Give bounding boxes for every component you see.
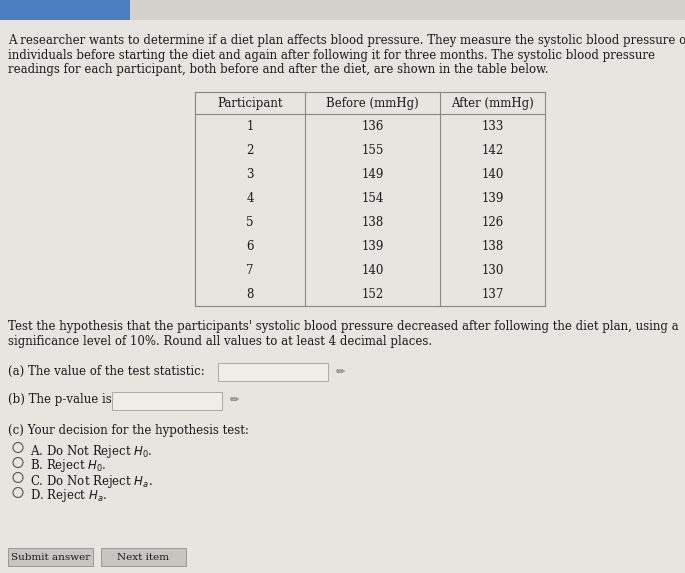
Text: Before (mmHg): Before (mmHg) xyxy=(326,96,419,109)
Text: 139: 139 xyxy=(482,191,503,205)
Text: (a) The value of the test statistic:: (a) The value of the test statistic: xyxy=(8,365,205,378)
Text: 1: 1 xyxy=(247,120,253,132)
Text: readings for each participant, both before and after the diet, are shown in the : readings for each participant, both befo… xyxy=(8,63,549,76)
Text: 6: 6 xyxy=(246,240,253,253)
Text: 152: 152 xyxy=(362,288,384,300)
Bar xyxy=(0,0,130,22)
Text: (c) Your decision for the hypothesis test:: (c) Your decision for the hypothesis tes… xyxy=(8,424,249,437)
Text: 133: 133 xyxy=(482,120,503,132)
Text: 3: 3 xyxy=(246,167,253,180)
Text: 2: 2 xyxy=(247,143,253,156)
Text: A. Do Not Reject $H_0$.: A. Do Not Reject $H_0$. xyxy=(30,442,153,460)
Bar xyxy=(8,548,93,566)
Text: 155: 155 xyxy=(361,143,384,156)
Text: B. Reject $H_0$.: B. Reject $H_0$. xyxy=(30,457,107,474)
Text: 140: 140 xyxy=(482,167,503,180)
Text: 138: 138 xyxy=(362,215,384,229)
Text: Submit answer: Submit answer xyxy=(11,552,90,562)
Text: 4: 4 xyxy=(246,191,253,205)
Text: 140: 140 xyxy=(361,264,384,277)
Text: Test the hypothesis that the participants' systolic blood pressure decreased aft: Test the hypothesis that the participant… xyxy=(8,320,679,333)
Text: 136: 136 xyxy=(361,120,384,132)
Text: 8: 8 xyxy=(247,288,253,300)
Bar xyxy=(101,548,186,566)
Text: 138: 138 xyxy=(482,240,503,253)
Text: 130: 130 xyxy=(482,264,503,277)
Text: Next item: Next item xyxy=(118,552,169,562)
Text: 126: 126 xyxy=(482,215,503,229)
Bar xyxy=(218,363,328,381)
Text: C. Do Not Reject $H_a$.: C. Do Not Reject $H_a$. xyxy=(30,473,153,489)
Text: 142: 142 xyxy=(482,143,503,156)
Text: 5: 5 xyxy=(246,215,253,229)
Text: 137: 137 xyxy=(482,288,503,300)
Text: significance level of 10%. Round all values to at least 4 decimal places.: significance level of 10%. Round all val… xyxy=(8,335,432,347)
Text: 7: 7 xyxy=(246,264,253,277)
Text: ✏: ✏ xyxy=(230,395,239,406)
Bar xyxy=(112,391,222,410)
Text: ✏: ✏ xyxy=(336,367,345,377)
Text: individuals before starting the diet and again after following it for three mont: individuals before starting the diet and… xyxy=(8,49,655,61)
Text: A researcher wants to determine if a diet plan affects blood pressure. They meas: A researcher wants to determine if a die… xyxy=(8,34,685,47)
Text: Participant: Participant xyxy=(217,96,283,109)
Text: After (mmHg): After (mmHg) xyxy=(451,96,534,109)
Text: 154: 154 xyxy=(361,191,384,205)
Text: 149: 149 xyxy=(361,167,384,180)
Text: (b) The p-value is: (b) The p-value is xyxy=(8,394,112,406)
Text: D. Reject $H_a$.: D. Reject $H_a$. xyxy=(30,488,107,504)
Text: 139: 139 xyxy=(361,240,384,253)
